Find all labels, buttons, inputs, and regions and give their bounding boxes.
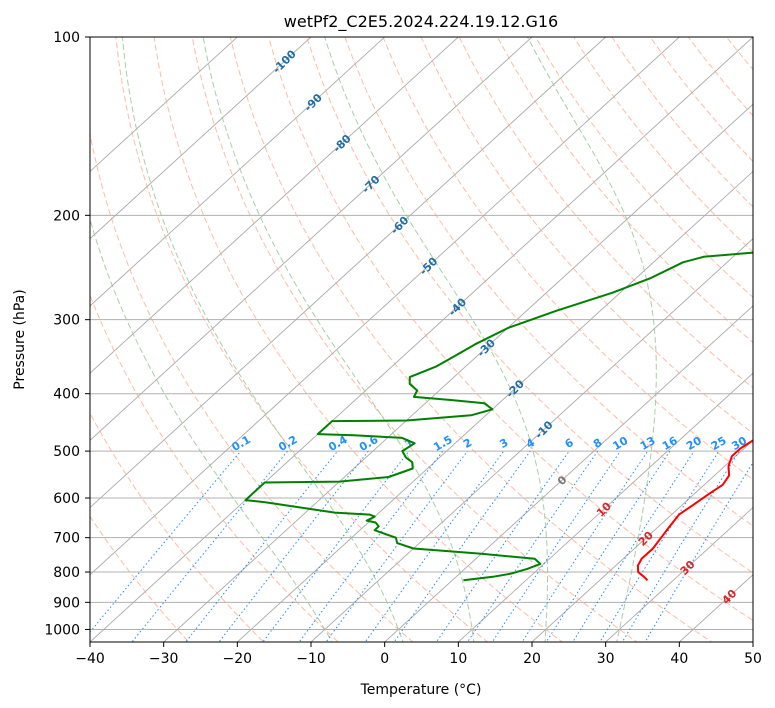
x-tick-label: −20 (223, 651, 253, 667)
y-tick-label: 200 (53, 208, 80, 224)
dry-adiabat-line (191, 37, 638, 642)
isotherm-line (90, 37, 239, 173)
mixing-ratio-line (599, 450, 720, 642)
isotherm-line (90, 37, 681, 576)
dry-adiabat-line (90, 131, 414, 642)
dry-adiabat-line (229, 37, 713, 642)
x-tick-label: 40 (670, 651, 688, 667)
dry-adiabat-line (458, 37, 753, 389)
isotherm-line (90, 37, 312, 240)
dry-adiabat-line (115, 37, 489, 642)
x-tick-label: −40 (75, 651, 105, 667)
x-axis: −40 −30 −20 −10 0 10 20 30 40 50 (75, 642, 762, 667)
isotherm-line (457, 372, 753, 642)
y-tick-label: 600 (53, 491, 80, 507)
mixing-ratio-line (521, 450, 649, 642)
x-tick-label: 20 (523, 651, 541, 667)
y-axis: 100 200 300 400 500 600 700 800 900 1000 (44, 30, 90, 638)
x-tick-label: 30 (597, 651, 615, 667)
y-tick-label: 500 (53, 444, 80, 460)
mixing-ratio-line (545, 450, 671, 642)
x-tick-label: 0 (380, 651, 389, 667)
x-tick-label: −30 (149, 651, 179, 667)
isotherm-line (90, 37, 533, 441)
isotherm-line (604, 506, 753, 642)
moist-adiabat-line (121, 37, 404, 642)
mixing-ratio-line (393, 450, 531, 642)
dry-adiabat-line (496, 37, 753, 344)
dry-adiabat-line (90, 412, 265, 642)
mixing-ratio-label: 36 (750, 434, 770, 453)
chart-title: wetPf2_C2E5.2024.224.19.12.G16 (284, 12, 558, 32)
moist-adiabat-line (90, 217, 333, 642)
moist-adiabat-line (324, 37, 549, 642)
isotherm-line (90, 37, 460, 374)
isotherm-line (383, 305, 753, 642)
mixing-ratio-line (364, 450, 505, 642)
mixing-ratio-line (572, 450, 695, 642)
y-axis-title: Pressure (hPa) (12, 289, 28, 389)
dry-adiabat-line (90, 293, 339, 642)
mixing-ratio-line (644, 461, 753, 642)
y-tick-label: 900 (53, 595, 80, 611)
x-tick-label: 10 (449, 651, 467, 667)
isotherm-line (310, 238, 753, 642)
mixing-ratio-line (491, 450, 621, 642)
mixing-ratio-line (466, 450, 599, 642)
plot-frame (89, 36, 754, 643)
isotherm-line (162, 103, 753, 642)
y-tick-label: 1000 (44, 622, 80, 638)
temperature-profile-line (636, 439, 753, 582)
mixing-ratio-line (185, 450, 338, 642)
dry-adiabat-line (267, 37, 753, 622)
mixing-ratio-line (262, 450, 410, 642)
dry-adiabat-line (344, 37, 753, 527)
y-tick-label: 100 (53, 30, 80, 46)
y-tick-label: 700 (53, 531, 80, 547)
y-tick-label: 300 (53, 313, 80, 329)
isotherm-line (90, 37, 753, 642)
isotherm-line (90, 37, 607, 509)
y-tick-label: 800 (53, 565, 80, 581)
dewpoint-profile-line (244, 251, 753, 582)
x-tick-label: 50 (744, 651, 762, 667)
isotherm-line (90, 37, 386, 307)
dry-adiabat-line (306, 37, 753, 574)
moist-adiabat-line (202, 37, 475, 642)
x-tick-label: −10 (296, 651, 326, 667)
mixing-ratio-line (621, 450, 740, 642)
dry-adiabat-line (382, 37, 753, 481)
dry-adiabat-line (90, 515, 190, 642)
plot-area: 0.10.20.40.611.52346810131620253036-100-… (90, 37, 770, 642)
x-axis-title: Temperature (°C) (360, 682, 482, 698)
isotherm-line (236, 170, 753, 642)
y-tick-label: 400 (53, 387, 80, 403)
